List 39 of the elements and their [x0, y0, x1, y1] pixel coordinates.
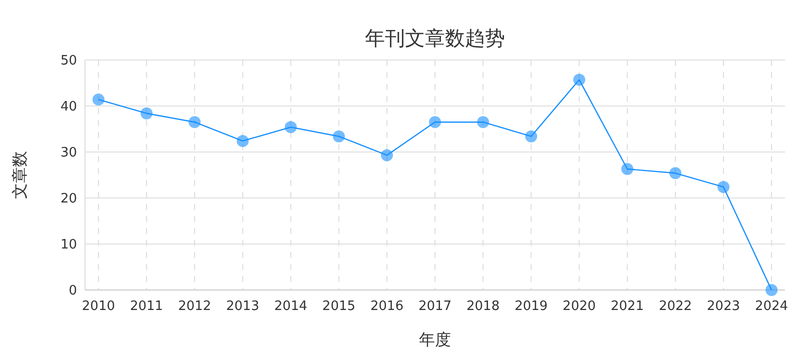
- chart-title: 年刊文章数趋势: [365, 26, 505, 50]
- x-tick-label: 2019: [514, 299, 548, 314]
- x-tick-label: 2013: [226, 299, 260, 314]
- point: [573, 74, 586, 86]
- point: [92, 94, 104, 106]
- y-tick-label: 20: [60, 192, 77, 207]
- y-tick-label: 0: [68, 284, 77, 299]
- x-tick-label: 2010: [82, 299, 116, 314]
- y-tick-label: 30: [60, 146, 77, 161]
- point: [477, 116, 490, 128]
- point: [669, 167, 682, 180]
- y-axis-title: 文章数: [10, 151, 29, 199]
- x-tick-label: 2015: [322, 299, 356, 314]
- point: [621, 163, 634, 176]
- x-tick-label: 2018: [466, 299, 500, 314]
- point: [380, 149, 393, 162]
- x-tick-label: 2023: [706, 299, 740, 314]
- x-tick-label: 2014: [274, 299, 308, 314]
- point: [140, 107, 153, 120]
- point: [332, 130, 345, 142]
- y-tick-label: 40: [60, 100, 77, 115]
- point: [284, 121, 297, 134]
- point: [525, 130, 538, 142]
- point: [717, 180, 730, 193]
- x-tick-label: 2011: [130, 299, 164, 314]
- y-tick-label: 50: [60, 54, 77, 69]
- y-tick-label: 10: [60, 238, 77, 253]
- x-tick-label: 2017: [418, 299, 452, 314]
- point: [188, 116, 201, 128]
- point: [766, 284, 778, 296]
- x-tick-label: 2012: [178, 299, 212, 314]
- x-tick-label: 2021: [610, 299, 644, 314]
- x-tick-label: 2024: [754, 299, 788, 314]
- point: [429, 116, 441, 128]
- point: [236, 134, 249, 147]
- x-tick-label: 2016: [370, 299, 404, 314]
- x-tick-label: 2020: [562, 299, 596, 314]
- x-axis-title: 年度: [419, 330, 451, 349]
- x-tick-label: 2022: [658, 299, 692, 314]
